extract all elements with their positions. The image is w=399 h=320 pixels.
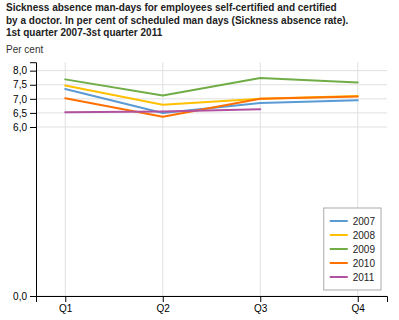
plot: 0,06,06,57,07,58,0Q1Q2Q3Q420072008200920… — [13, 62, 387, 314]
tick: Q1 — [59, 296, 73, 314]
series-line — [65, 78, 358, 95]
tick: 6,0 — [13, 122, 36, 133]
tick-mark — [260, 296, 261, 302]
legend-swatch — [330, 276, 348, 278]
legend-swatch — [330, 262, 348, 264]
tick-label: Q1 — [59, 303, 73, 314]
tick-mark — [358, 296, 359, 302]
axis-line — [30, 63, 37, 297]
tick: Q4 — [352, 296, 366, 314]
series-line — [65, 86, 358, 105]
grid-line — [162, 62, 163, 296]
chart: Sickness absence man-days for employees … — [0, 0, 399, 320]
y-axis-label: Per cent — [6, 44, 43, 55]
legend-item: 2009 — [330, 244, 376, 255]
tick: 6,5 — [13, 108, 36, 119]
tick-mark — [65, 296, 66, 302]
tick: 0,0 — [13, 291, 36, 302]
legend-label: 2009 — [353, 244, 376, 255]
title-line: by a doctor. In per cent of scheduled ma… — [6, 15, 349, 26]
legend-label: 2008 — [353, 230, 376, 241]
series-line — [65, 109, 260, 112]
tick: Q3 — [254, 296, 268, 314]
grid-line — [36, 70, 387, 71]
tick-label: 7,0 — [13, 94, 27, 105]
legend-label: 2007 — [353, 216, 376, 227]
tick-label: 0,0 — [13, 291, 27, 302]
grid — [36, 62, 387, 296]
grid-line — [260, 62, 261, 296]
legend-item: 2011 — [330, 272, 375, 283]
legend-swatch — [330, 220, 348, 222]
tick-mark — [30, 113, 36, 114]
legend-item: 2008 — [330, 230, 376, 241]
legend-label: 2011 — [353, 272, 375, 283]
legend-box — [324, 208, 381, 290]
tick-label: Q3 — [254, 303, 268, 314]
x-axis: Q1 Q2 Q3 Q4 — [37, 296, 388, 314]
legend-item: 2007 — [330, 216, 376, 227]
tick-label: Q2 — [157, 303, 171, 314]
tick: 7,5 — [13, 79, 36, 90]
tick: Q2 — [157, 296, 171, 314]
legend-label: 2010 — [353, 258, 376, 269]
tick-mark — [30, 127, 36, 128]
lines — [65, 78, 358, 117]
tick-mark — [30, 296, 36, 297]
tick-label: Q4 — [352, 303, 366, 314]
tick-mark — [163, 296, 164, 302]
title-line: Sickness absence man-days for employees … — [6, 2, 337, 13]
tick: 7,0 — [13, 94, 36, 105]
title-line: 1st quarter 2007-3st quarter 2011 — [6, 27, 163, 38]
grid-line — [36, 84, 387, 85]
tick-label: 7,5 — [13, 79, 27, 90]
tick-mark — [30, 85, 36, 86]
grid-line — [36, 126, 387, 127]
title: Sickness absence man-days for employees … — [6, 2, 349, 38]
tick-label: 6,0 — [13, 122, 27, 133]
legend-item: 2010 — [330, 258, 376, 269]
tick-label: 6,5 — [13, 108, 27, 119]
tick-mark — [30, 99, 36, 100]
grid-line — [36, 98, 387, 99]
legend: 2007 2008 2009 2010 2011 — [324, 208, 381, 290]
tick-mark — [30, 71, 36, 72]
tick-label: 8,0 — [13, 65, 27, 76]
tick: 8,0 — [13, 65, 36, 76]
legend-swatch — [330, 234, 348, 236]
y-axis: 0,0 6,0 6,5 7,0 7,5 8,0 — [13, 63, 36, 302]
axis-line — [37, 297, 388, 303]
legend-swatch — [330, 248, 348, 250]
series-line — [65, 97, 358, 117]
